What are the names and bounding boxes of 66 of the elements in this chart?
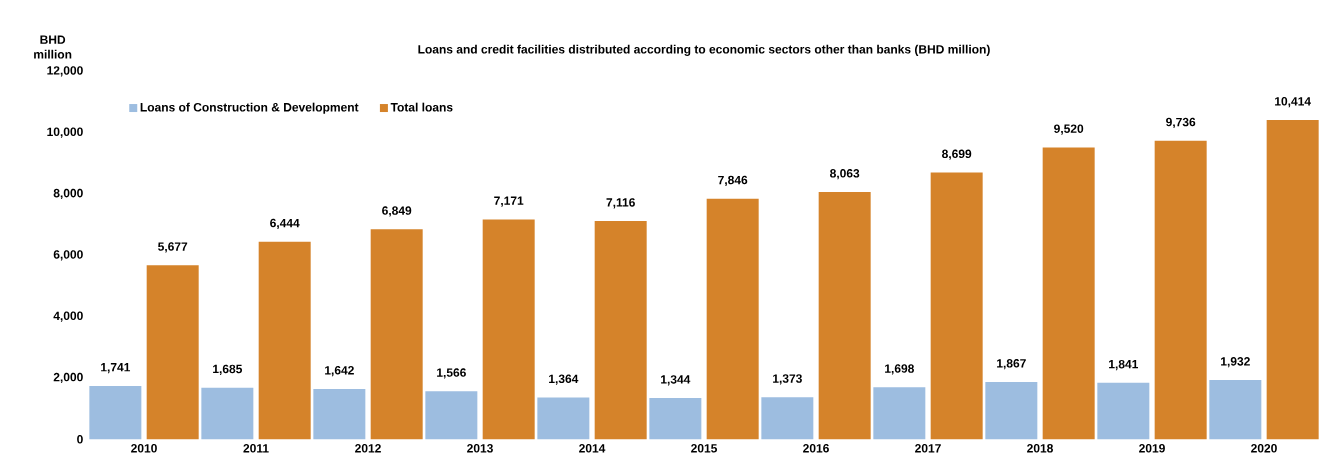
data-label: 1,373	[773, 374, 802, 385]
data-label: 1,698	[885, 364, 914, 375]
bar	[201, 387, 254, 440]
x-tick-label: 2020	[1251, 444, 1277, 453]
y-tick-label: 2,000	[53, 372, 83, 384]
bar	[1042, 147, 1095, 440]
bar	[985, 382, 1038, 440]
data-label: 1,685	[213, 364, 243, 375]
data-label: 1,932	[1221, 357, 1250, 368]
bar	[537, 397, 590, 440]
bar	[706, 198, 759, 440]
bar	[425, 391, 478, 440]
y-tick-label: 6,000	[53, 250, 83, 261]
data-label: 7,846	[718, 175, 748, 187]
data-label: 8,063	[830, 169, 860, 180]
x-tick-label: 2018	[1027, 444, 1053, 453]
bar	[258, 241, 311, 440]
x-tick-label: 2013	[467, 444, 493, 453]
bar	[146, 265, 199, 440]
x-tick-label: 2016	[803, 444, 829, 453]
data-label: 1,867	[997, 359, 1026, 370]
data-label: 7,116	[606, 198, 635, 209]
x-tick-label: 2010	[131, 444, 157, 453]
x-tick-label: 2011	[243, 444, 269, 453]
x-tick-label: 2019	[1139, 444, 1165, 453]
bar	[649, 398, 702, 440]
data-label: 1,741	[101, 363, 131, 374]
x-tick-label: 2017	[915, 444, 941, 453]
data-label: 1,566	[437, 368, 466, 379]
data-label: 5,677	[158, 242, 188, 253]
bar	[761, 397, 814, 440]
bar	[873, 387, 926, 440]
bar	[1154, 140, 1207, 440]
x-tick-label: 2012	[355, 444, 381, 453]
legend-label: Loans of Construction & Development	[140, 102, 359, 114]
bar	[930, 172, 983, 440]
y-tick-label: 8,000	[53, 188, 83, 200]
x-tick-label: 2014	[579, 444, 606, 453]
data-label: 9,520	[1054, 124, 1084, 135]
data-label: 1,841	[1109, 359, 1139, 371]
data-label: 6,444	[270, 218, 300, 229]
chart-title: Loans and credit facilities distributed according to economic sectors other than banks (BHD million)	[418, 44, 990, 56]
data-label: 8,699	[942, 149, 972, 160]
data-label: 10,414	[1275, 97, 1311, 108]
x-tick-label: 2015	[691, 444, 718, 453]
bar	[482, 219, 535, 440]
bar	[89, 385, 142, 440]
data-label: 1,642	[325, 366, 354, 377]
data-label: 7,171	[494, 196, 524, 207]
y-tick-label: 0	[77, 435, 83, 444]
y-tick-label: 12,000	[47, 66, 83, 77]
bar	[370, 229, 423, 440]
data-label: 1,344	[661, 375, 691, 386]
bar	[594, 221, 647, 440]
bar	[313, 388, 366, 440]
bar	[818, 192, 871, 440]
data-label: 9,736	[1166, 117, 1196, 129]
y-axis-title: BHD million	[34, 35, 72, 59]
bar	[1097, 382, 1150, 440]
legend-label: Total loans	[390, 102, 453, 112]
y-tick-label: 10,000	[47, 127, 83, 138]
data-label: 6,849	[382, 206, 412, 217]
bar	[1209, 380, 1262, 440]
y-tick-label: 4,000	[53, 311, 83, 322]
data-label: 1,364	[549, 374, 579, 385]
bar	[1266, 119, 1319, 440]
